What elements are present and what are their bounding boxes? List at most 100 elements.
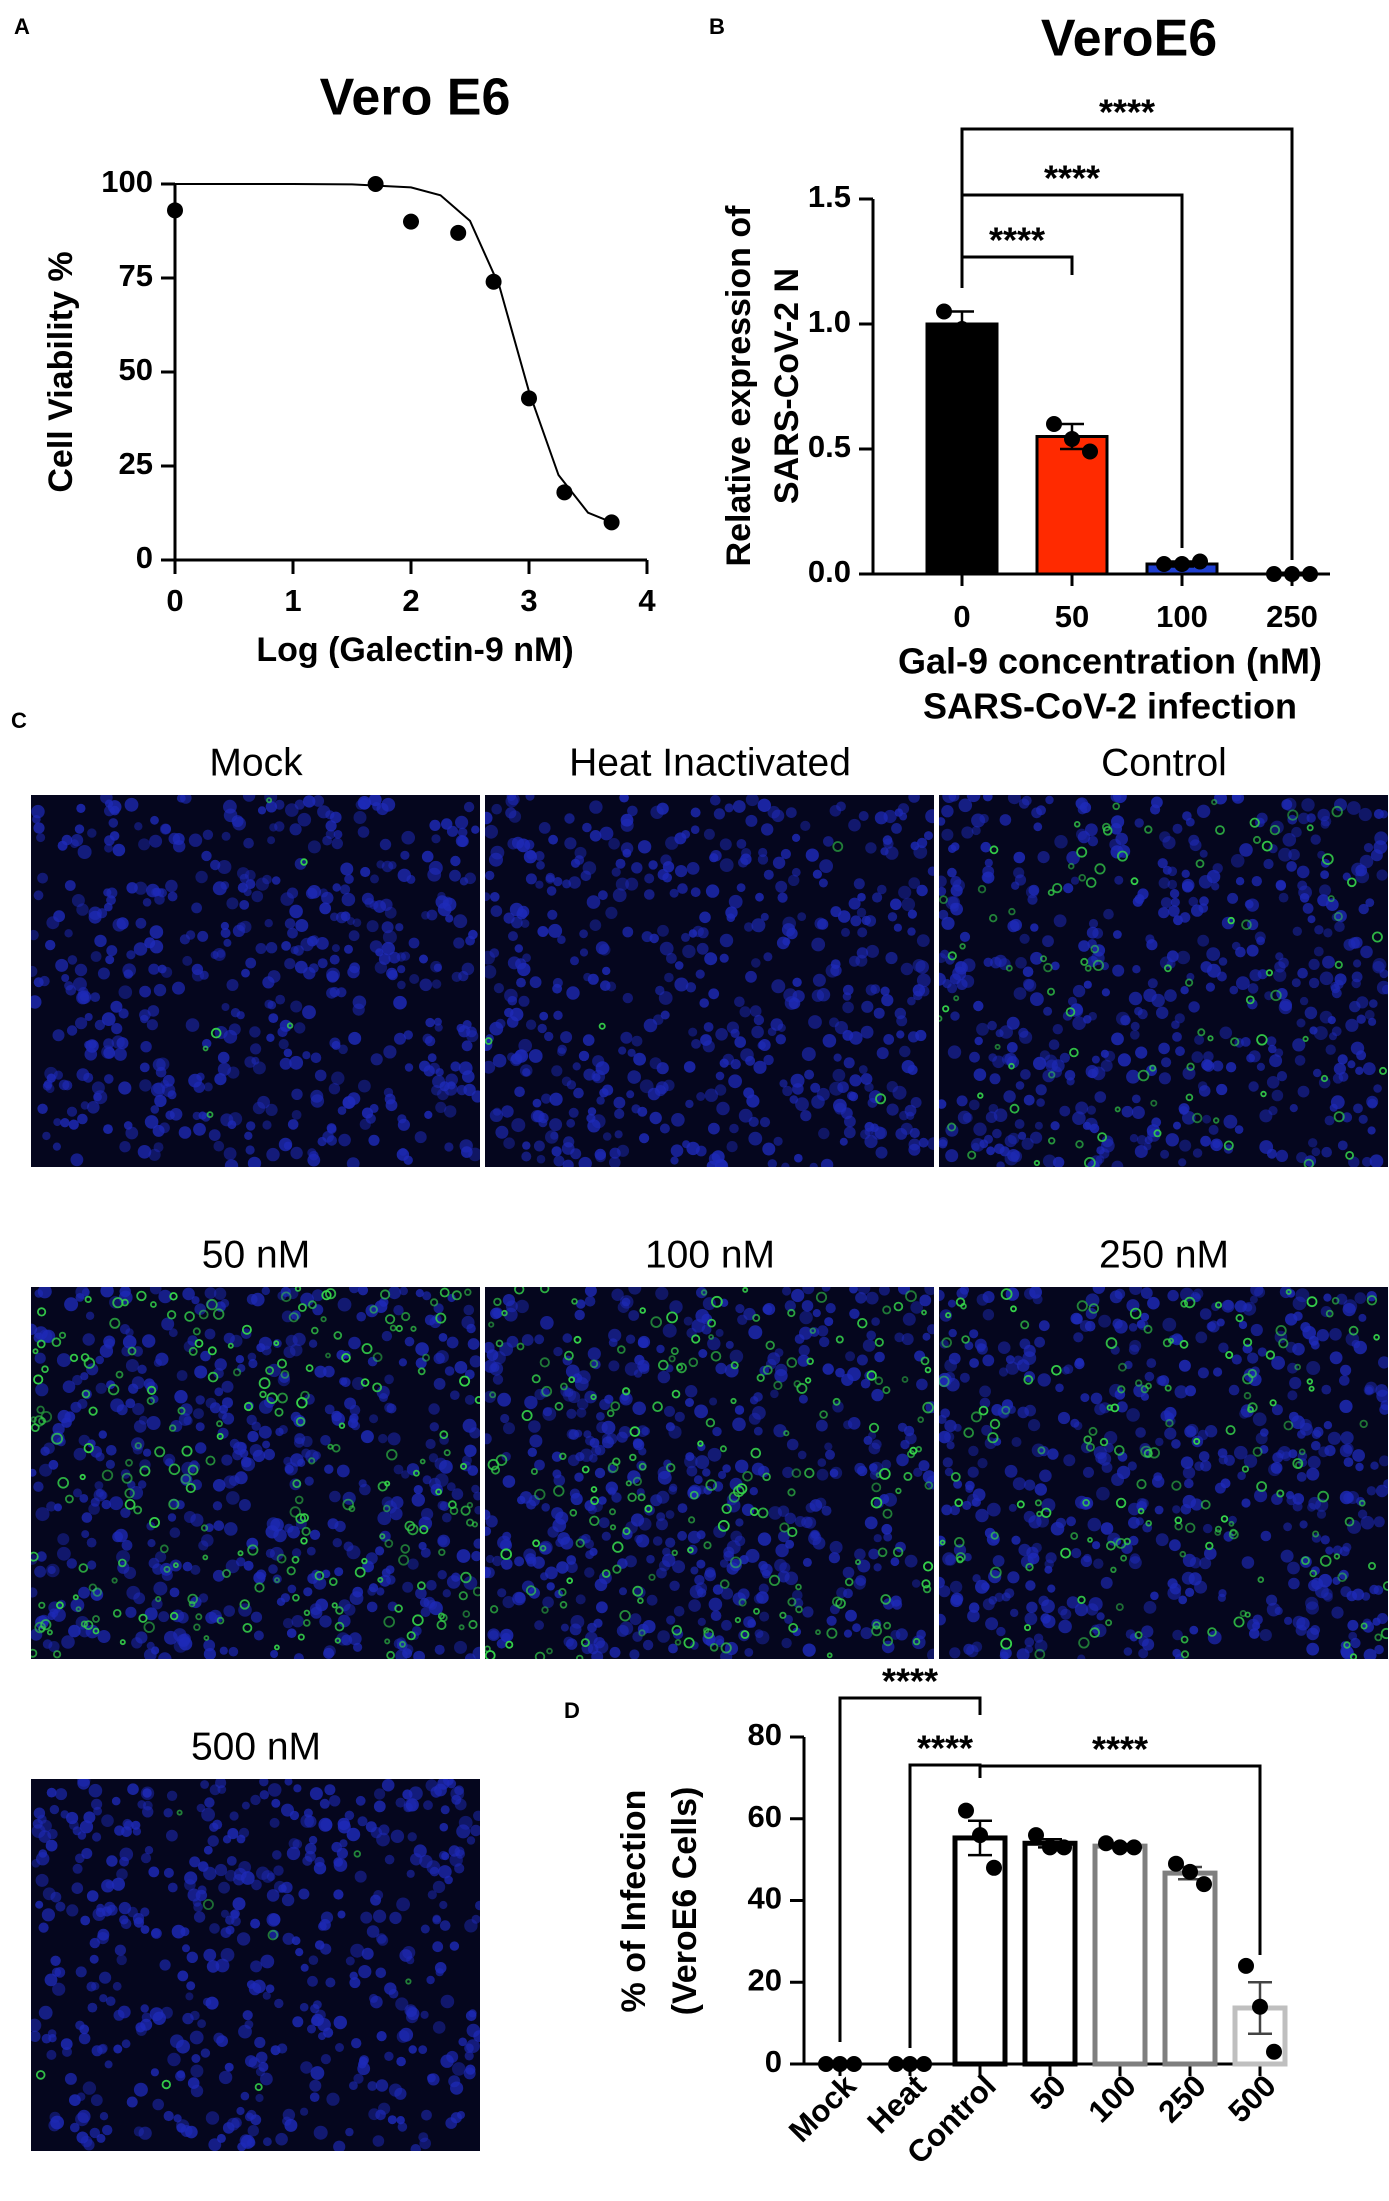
infected-cell — [258, 1377, 271, 1390]
nucleus — [38, 2005, 53, 2020]
nucleus — [1292, 926, 1302, 936]
nucleus — [811, 989, 825, 1002]
infected-cell — [133, 1505, 143, 1515]
x-tick-label: 50 — [1055, 599, 1089, 634]
infected-cell — [1207, 1627, 1217, 1637]
infected-cell — [832, 841, 844, 852]
nucleus — [419, 954, 428, 964]
nucleus — [1058, 1619, 1072, 1634]
nucleus — [456, 1549, 471, 1563]
nucleus — [321, 891, 334, 905]
nucleus — [258, 1336, 272, 1350]
nucleus — [248, 2057, 261, 2069]
data-point — [1064, 431, 1080, 447]
nucleus — [1282, 833, 1297, 847]
nucleus — [1308, 1496, 1322, 1510]
nucleus — [521, 1151, 532, 1162]
nucleus — [389, 1507, 403, 1521]
nucleus — [99, 1994, 108, 2003]
nucleus — [444, 1875, 453, 1885]
nucleus — [1243, 1303, 1253, 1312]
nucleus — [42, 1639, 53, 1649]
nucleus — [1365, 898, 1375, 907]
nucleus — [971, 1497, 981, 1507]
nucleus — [232, 1450, 243, 1461]
nucleus — [191, 963, 204, 976]
infected-cell — [111, 1577, 118, 1584]
nucleus — [307, 1148, 317, 1158]
nucleus — [1316, 1329, 1329, 1342]
nucleus — [1135, 1046, 1148, 1059]
nucleus — [781, 1637, 792, 1649]
nucleus — [68, 1119, 79, 1130]
nucleus — [1188, 1572, 1202, 1586]
nucleus — [708, 1122, 720, 1135]
nucleus — [546, 1582, 555, 1591]
infected-cell — [921, 1579, 931, 1589]
nucleus — [169, 1587, 180, 1598]
infected-cell — [495, 1339, 504, 1348]
nucleus — [381, 1568, 391, 1578]
nucleus — [1180, 986, 1189, 995]
infected-cell — [1180, 1299, 1189, 1308]
infected-cell — [1040, 1507, 1052, 1519]
nucleus — [557, 935, 566, 944]
nucleus — [160, 1079, 170, 1089]
infected-cell — [1195, 859, 1205, 868]
infected-cell — [1269, 824, 1281, 836]
nucleus — [855, 1575, 867, 1586]
nucleus — [119, 1856, 129, 1867]
nucleus — [420, 2010, 429, 2019]
infected-cell — [412, 1614, 424, 1627]
infected-cell — [1105, 1619, 1113, 1627]
nucleus — [36, 1852, 50, 1866]
infected-cell — [882, 1305, 892, 1315]
nucleus — [1331, 1026, 1342, 1037]
nucleus — [637, 1106, 648, 1117]
nucleus — [1212, 863, 1223, 874]
nucleus — [1341, 1112, 1353, 1123]
infected-cell — [1303, 1158, 1314, 1167]
nucleus — [698, 1349, 708, 1358]
infected-cell — [273, 1644, 280, 1651]
nucleus — [548, 923, 563, 938]
nucleus — [167, 2052, 181, 2067]
infected-cell — [1186, 1062, 1195, 1071]
nucleus — [295, 919, 309, 932]
nucleus — [777, 892, 788, 903]
nucleus — [1210, 1138, 1223, 1152]
nucleus — [965, 1480, 975, 1491]
nucleus — [1129, 1134, 1139, 1143]
nucleus — [841, 927, 850, 937]
nucleus — [627, 1470, 641, 1484]
nucleus — [1031, 1542, 1042, 1553]
nucleus — [1116, 1401, 1128, 1413]
nucleus — [1297, 1085, 1310, 1098]
nucleus — [36, 833, 46, 843]
nucleus — [52, 1608, 66, 1622]
infected-cell — [622, 1527, 631, 1536]
x-tick-label: 100 — [1156, 599, 1208, 634]
infected-cell — [796, 1382, 808, 1394]
fit-curve — [175, 183, 618, 526]
nucleus — [415, 1342, 429, 1356]
nucleus — [88, 1503, 100, 1515]
infected-cell — [1110, 1403, 1120, 1413]
nucleus — [463, 2067, 476, 2080]
nucleus — [719, 838, 732, 851]
infected-cell — [31, 1551, 39, 1562]
nucleus — [83, 2139, 95, 2151]
nucleus — [326, 2092, 340, 2106]
nucleus — [150, 1082, 165, 1097]
nucleus — [297, 1458, 306, 1467]
infected-cell — [1245, 995, 1255, 1005]
infected-cell — [590, 1496, 599, 1506]
nucleus — [942, 795, 957, 803]
nucleus — [975, 1508, 989, 1523]
infected-cell — [1073, 820, 1081, 828]
nucleus — [250, 1794, 261, 1806]
nucleus — [1158, 907, 1170, 919]
data-point — [954, 321, 970, 337]
nucleus — [1307, 915, 1316, 924]
nucleus — [349, 2081, 358, 2090]
